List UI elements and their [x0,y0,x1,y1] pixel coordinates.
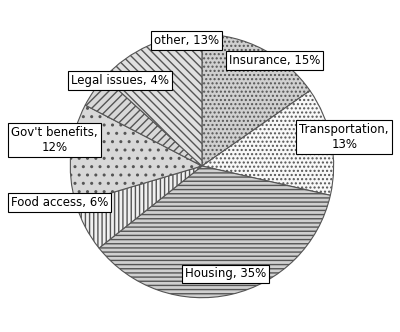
Wedge shape [202,34,310,166]
Text: Food access, 6%: Food access, 6% [11,196,108,209]
Wedge shape [85,77,202,166]
Text: other, 13%: other, 13% [154,35,219,47]
Text: Insurance, 15%: Insurance, 15% [229,54,320,67]
Wedge shape [99,166,330,298]
Text: Transportation,
13%: Transportation, 13% [300,123,389,151]
Text: Legal issues, 4%: Legal issues, 4% [71,74,169,87]
Wedge shape [76,166,202,248]
Text: Housing, 35%: Housing, 35% [185,268,266,281]
Wedge shape [104,34,202,166]
Text: Gov't benefits,
12%: Gov't benefits, 12% [11,126,98,154]
Wedge shape [202,91,334,195]
Wedge shape [70,105,202,204]
